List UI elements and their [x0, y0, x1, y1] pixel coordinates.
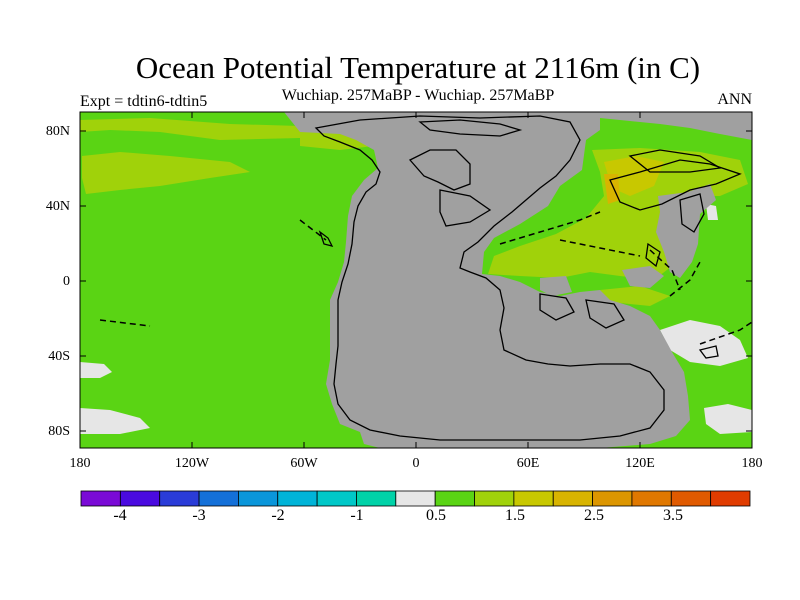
y-tick-label: 40N [45, 199, 70, 214]
colorbar-swatch [592, 490, 633, 507]
coastline-dashes [99, 211, 753, 345]
land-east-continent [656, 184, 716, 278]
colorbar-tick-label: 2.5 [584, 507, 604, 524]
y-tick-label: 80N [45, 124, 70, 139]
colorbar-swatch [238, 490, 279, 507]
hot-spot [604, 174, 620, 204]
x-tick-label: 120E [625, 456, 655, 471]
x-tick-label: 60W [290, 456, 318, 471]
x-tick-label: 120W [174, 456, 210, 471]
x-tick-label: 180 [741, 456, 763, 471]
season-label: ANN [717, 91, 752, 108]
warm-region-north-pacific-2 [82, 152, 250, 194]
colorbar-tick-label: -4 [113, 507, 127, 524]
warm-region-north-pacific [80, 118, 300, 140]
x-tick-label: 60E [516, 456, 540, 471]
land-east-block [600, 112, 752, 140]
colorbar-swatch [198, 490, 239, 507]
colorbar-swatch [474, 490, 515, 507]
colorbar-swatch [277, 490, 318, 507]
colorbar-tick-label: 0.5 [426, 507, 446, 524]
plot-title: Ocean Potential Temperature at 2116m (in… [135, 50, 701, 85]
colorbar-swatch [316, 490, 357, 507]
near-zero-east-3 [706, 204, 718, 220]
near-zero-south-west-2 [80, 408, 150, 434]
colorbar-swatch [119, 490, 161, 507]
near-zero-east-2 [704, 404, 752, 434]
colorbar [80, 490, 751, 507]
axis-ticks [80, 112, 752, 448]
colorbar-tick-label: -2 [271, 507, 285, 524]
colorbar-swatch [356, 490, 397, 507]
colorbar-swatch [710, 490, 751, 507]
colorbar-swatch [434, 490, 475, 507]
y-tick-label: 40S [48, 349, 70, 364]
colorbar-swatch [631, 490, 672, 507]
coastlines [314, 115, 742, 441]
colorbar-tick-label: 3.5 [663, 507, 683, 524]
colorbar-tick-label: 1.5 [505, 507, 525, 524]
colorbar-swatch [670, 490, 712, 507]
colorbar-swatch [552, 490, 593, 507]
colorbar-swatch [159, 490, 200, 507]
y-tick-label: 80S [48, 424, 70, 439]
colorbar-tick-label: -1 [350, 507, 364, 524]
x-tick-label: 0 [412, 456, 420, 471]
land-pangaea [284, 112, 690, 448]
warm-region-east-strip [600, 286, 670, 306]
plot-subtitle: Wuchiap. 257MaBP - Wuchiap. 257MaBP [281, 87, 555, 104]
colorbar-tick-label: -3 [192, 507, 206, 524]
land-east-islands [622, 266, 664, 288]
colorbar-swatch [395, 490, 436, 507]
warmer-region-tethys-core [604, 156, 664, 196]
experiment-label: Expt = tdtin6-tdtin5 [80, 93, 208, 110]
near-zero-south-west [80, 362, 112, 378]
colorbar-swatch [513, 490, 554, 507]
land-mid-island [540, 276, 572, 296]
y-tick-label: 0 [63, 274, 70, 289]
colorbar-swatch [80, 490, 121, 507]
x-tick-label: 180 [69, 456, 91, 471]
